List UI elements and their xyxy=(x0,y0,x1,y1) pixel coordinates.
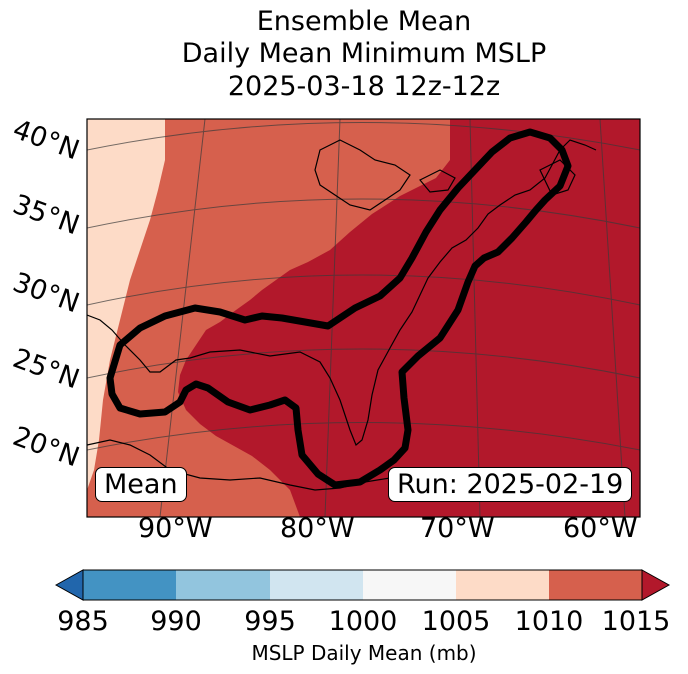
colorbar-tick-990: 990 xyxy=(150,606,202,637)
colorbar-tick-995: 995 xyxy=(244,606,296,637)
colorbar-bin-995-1000 xyxy=(270,570,363,600)
title-line-1: Ensemble Mean xyxy=(256,6,472,37)
map-frame xyxy=(86,118,641,518)
lon-label-70: 70°W xyxy=(420,513,495,544)
title-line-2: Daily Mean Minimum MSLP xyxy=(181,38,547,69)
colorbar-label: MSLP Daily Mean (mb) xyxy=(251,641,477,665)
colorbar-bin-1010-1015 xyxy=(549,570,642,600)
colorbar-extend-high xyxy=(641,569,671,601)
fill-1005-1010 xyxy=(87,119,165,490)
fill-1010-1015 xyxy=(87,119,450,517)
lon-label-60: 60°W xyxy=(563,513,638,544)
lon-label-80: 80°W xyxy=(280,513,355,544)
run-date-box: Run: 2025-02-19 xyxy=(388,467,633,502)
colorbar-bin-990-995 xyxy=(176,570,270,600)
colorbar-tick-1005: 1005 xyxy=(421,606,491,637)
colorbar xyxy=(54,569,671,601)
colorbar-extend-low xyxy=(54,569,84,601)
mean-label-box: Mean xyxy=(95,467,187,502)
colorbar-tick-985: 985 xyxy=(57,606,109,637)
colorbar-bin-1005-1010 xyxy=(456,570,549,600)
pressure-contour xyxy=(106,128,572,489)
map-area xyxy=(87,119,640,517)
lon-label-90: 90°W xyxy=(138,513,213,544)
colorbar-bin-1000-1005 xyxy=(363,570,456,600)
colorbar-tick-1015: 1015 xyxy=(601,606,671,637)
colorbar-bin-985-990 xyxy=(83,570,176,600)
graticule xyxy=(87,119,640,517)
colorbar-tick-1010: 1010 xyxy=(514,606,584,637)
colorbar-tick-1000: 1000 xyxy=(328,606,398,637)
title-line-3: 2025-03-18 12z-12z xyxy=(227,71,501,102)
